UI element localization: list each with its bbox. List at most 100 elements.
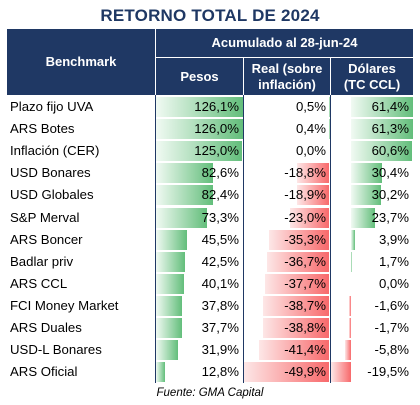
- value-usd: -19,5%: [367, 364, 409, 380]
- data-bar-real: [329, 119, 330, 140]
- cell-usd: 1,7%: [331, 251, 413, 273]
- source-note: Fuente: GMA Capital: [156, 387, 264, 399]
- data-bar-usd: [350, 185, 382, 206]
- value-real: 0,0%: [295, 143, 326, 159]
- cell-usd: 0,0%: [331, 273, 413, 295]
- column-divider: [155, 95, 156, 383]
- cell-pesos: 73,3%: [156, 207, 243, 229]
- value-real: -18,9%: [284, 187, 326, 203]
- row-label: S&P Merval: [10, 209, 80, 225]
- data-bar-usd: [331, 362, 351, 383]
- value-real: -49,9%: [284, 364, 326, 380]
- cell-real: -38,7%: [244, 295, 330, 317]
- cell-usd: -1,6%: [331, 295, 413, 317]
- cell-real: -49,9%: [244, 361, 330, 383]
- data-bar-real: [266, 251, 330, 272]
- cell-usd: 30,4%: [331, 162, 413, 184]
- cell-usd: 3,9%: [331, 229, 413, 251]
- value-pesos: 126,1%: [194, 99, 239, 114]
- data-bar-usd: [350, 141, 413, 162]
- cell-usd: 23,7%: [331, 207, 413, 229]
- value-usd: 30,2%: [371, 187, 409, 203]
- column-divider: [330, 95, 331, 383]
- cell-usd: 61,4%: [331, 96, 413, 118]
- data-bar-real: [329, 97, 330, 117]
- data-bar-usd: [350, 207, 375, 228]
- value-pesos: 42,5%: [201, 253, 239, 269]
- value-pesos: 12,8%: [201, 364, 239, 380]
- header-pesos: Pesos: [156, 58, 243, 95]
- row-label: ARS CCL: [10, 275, 68, 291]
- value-pesos: 37,8%: [201, 297, 239, 313]
- value-usd: 30,4%: [371, 165, 409, 181]
- row-label: USD Bonares: [10, 165, 91, 181]
- data-bar-pesos: [156, 163, 213, 184]
- value-pesos: 126,0%: [194, 121, 239, 137]
- cell-pesos: 82,4%: [156, 184, 243, 206]
- data-bar-pesos: [156, 119, 243, 140]
- row-label: ARS Duales: [10, 320, 82, 335]
- value-pesos: 82,4%: [201, 187, 239, 203]
- data-bar-usd: [350, 163, 382, 184]
- data-bar-real: [268, 229, 330, 250]
- data-bar-real: [297, 163, 330, 184]
- cell-usd: 60,6%: [331, 140, 413, 162]
- value-usd: -5,8%: [374, 342, 409, 358]
- value-real: -37,7%: [284, 275, 326, 291]
- data-bar-usd: [349, 295, 351, 316]
- data-bar-pesos: [156, 141, 243, 162]
- header-usd: Dólares (TC CCL): [331, 58, 413, 95]
- cell-pesos: 37,8%: [156, 295, 243, 317]
- header-group: Acumulado al 28-jun-24: [156, 29, 413, 57]
- data-bar-pesos: [156, 318, 182, 338]
- value-real: -18,8%: [284, 165, 326, 181]
- value-real: -38,7%: [284, 297, 326, 313]
- data-bar-real: [262, 318, 330, 338]
- cell-usd: 30,2%: [331, 184, 413, 206]
- value-usd: 0,0%: [378, 275, 409, 291]
- data-bar-pesos: [156, 251, 186, 272]
- value-pesos: 125,0%: [194, 143, 239, 159]
- data-bar-pesos: [156, 295, 183, 316]
- data-bar-usd: [344, 340, 351, 361]
- data-bar-usd: [350, 251, 353, 272]
- cell-real: -18,8%: [244, 162, 330, 184]
- row-label: ARS Oficial: [10, 364, 78, 380]
- cell-real: -38,8%: [244, 317, 330, 339]
- row-label: Plazo fijo UVA: [10, 99, 94, 114]
- data-bar-pesos: [156, 97, 243, 117]
- row-label: Badlar priv: [10, 253, 74, 269]
- value-usd: 60,6%: [371, 143, 409, 159]
- cell-pesos: 82,6%: [156, 162, 243, 184]
- value-usd: 61,4%: [371, 99, 409, 114]
- cell-real: -23,0%: [244, 207, 330, 229]
- cell-pesos: 31,9%: [156, 339, 243, 361]
- data-bar-real: [263, 295, 330, 316]
- returns-table: Benchmark Acumulado al 28-jun-24 Pesos R…: [7, 29, 413, 383]
- cell-pesos: 12,8%: [156, 361, 243, 383]
- data-bar-real: [296, 185, 330, 206]
- header-real: Real (sobre inflación): [244, 58, 330, 95]
- value-real: -35,3%: [284, 231, 326, 247]
- row-label: USD-L Bonares: [10, 342, 102, 358]
- value-usd: -1,7%: [374, 320, 409, 335]
- cell-pesos: 37,7%: [156, 317, 243, 339]
- cell-usd: -19,5%: [331, 361, 413, 383]
- value-real: -38,8%: [284, 320, 326, 335]
- row-label: ARS Botes: [10, 121, 75, 137]
- cell-real: -41,4%: [244, 339, 330, 361]
- value-real: -23,0%: [284, 209, 326, 225]
- cell-pesos: 45,5%: [156, 229, 243, 251]
- cell-real: -37,7%: [244, 273, 330, 295]
- cell-real: -36,7%: [244, 251, 330, 273]
- data-bar-pesos: [156, 340, 178, 361]
- row-label: ARS Boncer: [10, 231, 83, 247]
- header-usd-line1: Dólares: [348, 60, 396, 76]
- value-pesos: 40,1%: [201, 275, 239, 291]
- value-usd: 23,7%: [371, 209, 409, 225]
- cell-pesos: 126,1%: [156, 96, 243, 118]
- cell-usd: -1,7%: [331, 317, 413, 339]
- cell-real: 0,4%: [244, 118, 330, 140]
- chart-title: RETORNO TOTAL DE 2024: [100, 6, 320, 25]
- data-bar-pesos: [156, 362, 165, 383]
